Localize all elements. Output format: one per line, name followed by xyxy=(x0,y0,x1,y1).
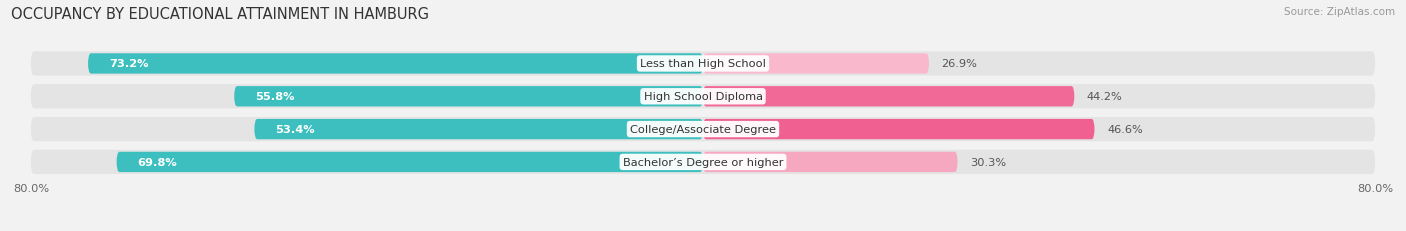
Text: 46.6%: 46.6% xyxy=(1107,125,1143,134)
FancyBboxPatch shape xyxy=(703,119,1094,140)
FancyBboxPatch shape xyxy=(31,52,1375,76)
FancyBboxPatch shape xyxy=(31,150,1375,174)
Text: College/Associate Degree: College/Associate Degree xyxy=(630,125,776,134)
FancyBboxPatch shape xyxy=(31,85,1375,109)
FancyBboxPatch shape xyxy=(703,87,1074,107)
FancyBboxPatch shape xyxy=(31,117,1375,142)
Text: 55.8%: 55.8% xyxy=(256,92,295,102)
Text: OCCUPANCY BY EDUCATIONAL ATTAINMENT IN HAMBURG: OCCUPANCY BY EDUCATIONAL ATTAINMENT IN H… xyxy=(11,7,429,22)
Text: 26.9%: 26.9% xyxy=(942,59,977,69)
Text: 73.2%: 73.2% xyxy=(110,59,149,69)
Text: 30.3%: 30.3% xyxy=(970,157,1007,167)
Text: Less than High School: Less than High School xyxy=(640,59,766,69)
FancyBboxPatch shape xyxy=(703,54,929,74)
Text: 69.8%: 69.8% xyxy=(138,157,177,167)
Text: High School Diploma: High School Diploma xyxy=(644,92,762,102)
FancyBboxPatch shape xyxy=(703,152,957,172)
FancyBboxPatch shape xyxy=(117,152,703,172)
FancyBboxPatch shape xyxy=(235,87,703,107)
FancyBboxPatch shape xyxy=(89,54,703,74)
Text: Source: ZipAtlas.com: Source: ZipAtlas.com xyxy=(1284,7,1395,17)
Text: Bachelor’s Degree or higher: Bachelor’s Degree or higher xyxy=(623,157,783,167)
Text: 53.4%: 53.4% xyxy=(276,125,315,134)
Text: 44.2%: 44.2% xyxy=(1087,92,1123,102)
FancyBboxPatch shape xyxy=(254,119,703,140)
